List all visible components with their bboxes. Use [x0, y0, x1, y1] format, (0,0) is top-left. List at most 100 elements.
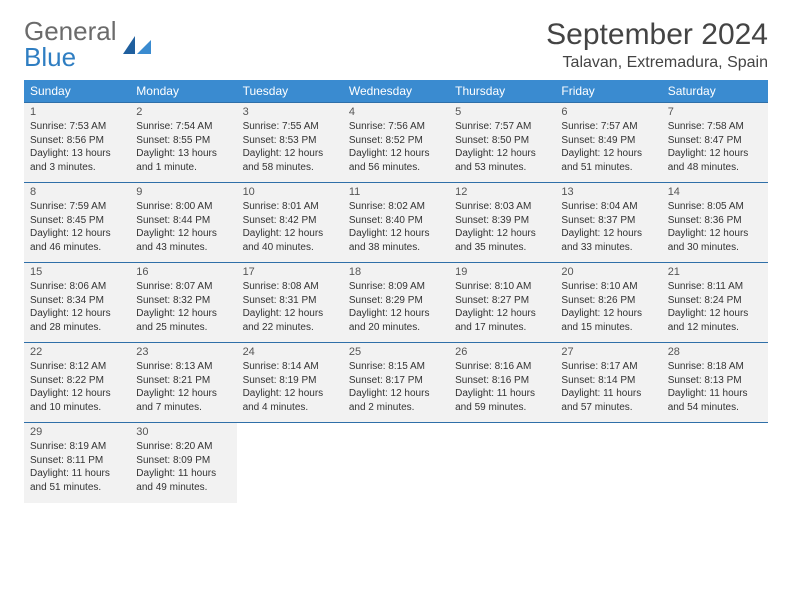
calendar-cell	[237, 423, 343, 503]
day-details: Sunrise: 8:10 AMSunset: 8:27 PMDaylight:…	[455, 280, 549, 334]
day-detail-line: Daylight: 12 hours	[136, 387, 230, 401]
day-number: 7	[668, 106, 762, 118]
calendar-cell: 14Sunrise: 8:05 AMSunset: 8:36 PMDayligh…	[662, 183, 768, 263]
day-detail-line: Sunrise: 8:18 AM	[668, 360, 762, 374]
day-detail-line: and 33 minutes.	[561, 241, 655, 255]
day-detail-line: Daylight: 12 hours	[455, 147, 549, 161]
logo-part2: Blue	[24, 42, 76, 72]
day-detail-line: Daylight: 12 hours	[243, 307, 337, 321]
calendar-cell: 17Sunrise: 8:08 AMSunset: 8:31 PMDayligh…	[237, 263, 343, 343]
day-detail-line: and 4 minutes.	[243, 401, 337, 415]
day-number: 21	[668, 266, 762, 278]
day-detail-line: and 1 minute.	[136, 161, 230, 175]
day-detail-line: Sunset: 8:53 PM	[243, 134, 337, 148]
weekday-header: Thursday	[449, 80, 555, 103]
day-detail-line: Daylight: 12 hours	[349, 147, 443, 161]
calendar-week-row: 22Sunrise: 8:12 AMSunset: 8:22 PMDayligh…	[24, 343, 768, 423]
day-number: 19	[455, 266, 549, 278]
day-detail-line: Sunset: 8:47 PM	[668, 134, 762, 148]
day-detail-line: Sunset: 8:17 PM	[349, 374, 443, 388]
day-details: Sunrise: 8:18 AMSunset: 8:13 PMDaylight:…	[668, 360, 762, 414]
calendar-cell: 29Sunrise: 8:19 AMSunset: 8:11 PMDayligh…	[24, 423, 130, 503]
day-number: 8	[30, 186, 124, 198]
calendar-cell	[662, 423, 768, 503]
logo-text: General Blue	[24, 18, 117, 70]
day-detail-line: and 38 minutes.	[349, 241, 443, 255]
day-detail-line: Sunrise: 8:10 AM	[455, 280, 549, 294]
day-detail-line: Sunset: 8:11 PM	[30, 454, 124, 468]
calendar-week-row: 1Sunrise: 7:53 AMSunset: 8:56 PMDaylight…	[24, 103, 768, 183]
day-details: Sunrise: 8:01 AMSunset: 8:42 PMDaylight:…	[243, 200, 337, 254]
day-detail-line: Daylight: 12 hours	[668, 307, 762, 321]
day-detail-line: Daylight: 11 hours	[455, 387, 549, 401]
day-detail-line: and 54 minutes.	[668, 401, 762, 415]
day-number: 23	[136, 346, 230, 358]
day-detail-line: and 51 minutes.	[561, 161, 655, 175]
calendar-body: 1Sunrise: 7:53 AMSunset: 8:56 PMDaylight…	[24, 103, 768, 503]
day-detail-line: Sunrise: 8:08 AM	[243, 280, 337, 294]
day-detail-line: and 46 minutes.	[30, 241, 124, 255]
day-detail-line: Daylight: 12 hours	[136, 227, 230, 241]
day-detail-line: Sunrise: 8:05 AM	[668, 200, 762, 214]
day-detail-line: and 56 minutes.	[349, 161, 443, 175]
day-detail-line: Sunrise: 7:53 AM	[30, 120, 124, 134]
day-detail-line: Sunrise: 8:20 AM	[136, 440, 230, 454]
day-detail-line: Sunset: 8:34 PM	[30, 294, 124, 308]
day-detail-line: Sunset: 8:31 PM	[243, 294, 337, 308]
day-number: 1	[30, 106, 124, 118]
day-detail-line: Sunset: 8:56 PM	[30, 134, 124, 148]
day-details: Sunrise: 8:06 AMSunset: 8:34 PMDaylight:…	[30, 280, 124, 334]
day-detail-line: Sunset: 8:55 PM	[136, 134, 230, 148]
day-detail-line: and 57 minutes.	[561, 401, 655, 415]
day-number: 6	[561, 106, 655, 118]
day-number: 5	[455, 106, 549, 118]
day-number: 4	[349, 106, 443, 118]
day-detail-line: and 25 minutes.	[136, 321, 230, 335]
day-detail-line: Sunrise: 7:54 AM	[136, 120, 230, 134]
day-number: 12	[455, 186, 549, 198]
calendar-cell: 7Sunrise: 7:58 AMSunset: 8:47 PMDaylight…	[662, 103, 768, 183]
day-detail-line: Sunset: 8:09 PM	[136, 454, 230, 468]
logo: General Blue	[24, 18, 155, 70]
calendar-cell: 19 Sunrise: 8:10 AMSunset: 8:27 PMDayligh…	[449, 263, 555, 343]
day-number: 15	[30, 266, 124, 278]
location: Talavan, Extremadura, Spain	[546, 54, 768, 72]
day-detail-line: Sunset: 8:27 PM	[455, 294, 549, 308]
day-detail-line: and 43 minutes.	[136, 241, 230, 255]
day-detail-line: Sunrise: 8:03 AM	[455, 200, 549, 214]
calendar-cell: 8Sunrise: 7:59 AMSunset: 8:45 PMDaylight…	[24, 183, 130, 263]
day-number: 14	[668, 186, 762, 198]
day-details: Sunrise: 7:57 AMSunset: 8:49 PMDaylight:…	[561, 120, 655, 174]
day-detail-line: Daylight: 13 hours	[30, 147, 124, 161]
calendar-cell	[343, 423, 449, 503]
day-detail-line: Sunset: 8:52 PM	[349, 134, 443, 148]
day-detail-line: Sunset: 8:42 PM	[243, 214, 337, 228]
day-detail-line: Daylight: 11 hours	[30, 467, 124, 481]
calendar-cell: 22Sunrise: 8:12 AMSunset: 8:22 PMDayligh…	[24, 343, 130, 423]
day-detail-line: and 22 minutes.	[243, 321, 337, 335]
calendar-cell: 18Sunrise: 8:09 AMSunset: 8:29 PMDayligh…	[343, 263, 449, 343]
day-number: 29	[30, 426, 124, 438]
weekday-header: Monday	[130, 80, 236, 103]
day-details: Sunrise: 8:17 AMSunset: 8:14 PMDaylight:…	[561, 360, 655, 414]
day-detail-line: Sunrise: 7:57 AM	[455, 120, 549, 134]
day-detail-line: and 2 minutes.	[349, 401, 443, 415]
calendar-week-row: 29Sunrise: 8:19 AMSunset: 8:11 PMDayligh…	[24, 423, 768, 503]
day-details: Sunrise: 7:54 AMSunset: 8:55 PMDaylight:…	[136, 120, 230, 174]
day-detail-line: Sunset: 8:37 PM	[561, 214, 655, 228]
calendar-cell	[449, 423, 555, 503]
day-detail-line: Sunset: 8:50 PM	[455, 134, 549, 148]
day-detail-line: Sunset: 8:36 PM	[668, 214, 762, 228]
day-detail-line: and 48 minutes.	[668, 161, 762, 175]
day-detail-line: Daylight: 12 hours	[561, 307, 655, 321]
day-detail-line: and 35 minutes.	[455, 241, 549, 255]
weekday-header: Friday	[555, 80, 661, 103]
day-detail-line: Sunset: 8:13 PM	[668, 374, 762, 388]
day-detail-line: Daylight: 12 hours	[30, 387, 124, 401]
day-detail-line: Daylight: 11 hours	[136, 467, 230, 481]
calendar-table: Sunday Monday Tuesday Wednesday Thursday…	[24, 80, 768, 503]
day-detail-line: Sunrise: 8:11 AM	[668, 280, 762, 294]
day-details: Sunrise: 8:10 AMSunset: 8:26 PMDaylight:…	[561, 280, 655, 334]
calendar-cell: 3Sunrise: 7:55 AMSunset: 8:53 PMDaylight…	[237, 103, 343, 183]
day-details: Sunrise: 8:20 AMSunset: 8:09 PMDaylight:…	[136, 440, 230, 494]
